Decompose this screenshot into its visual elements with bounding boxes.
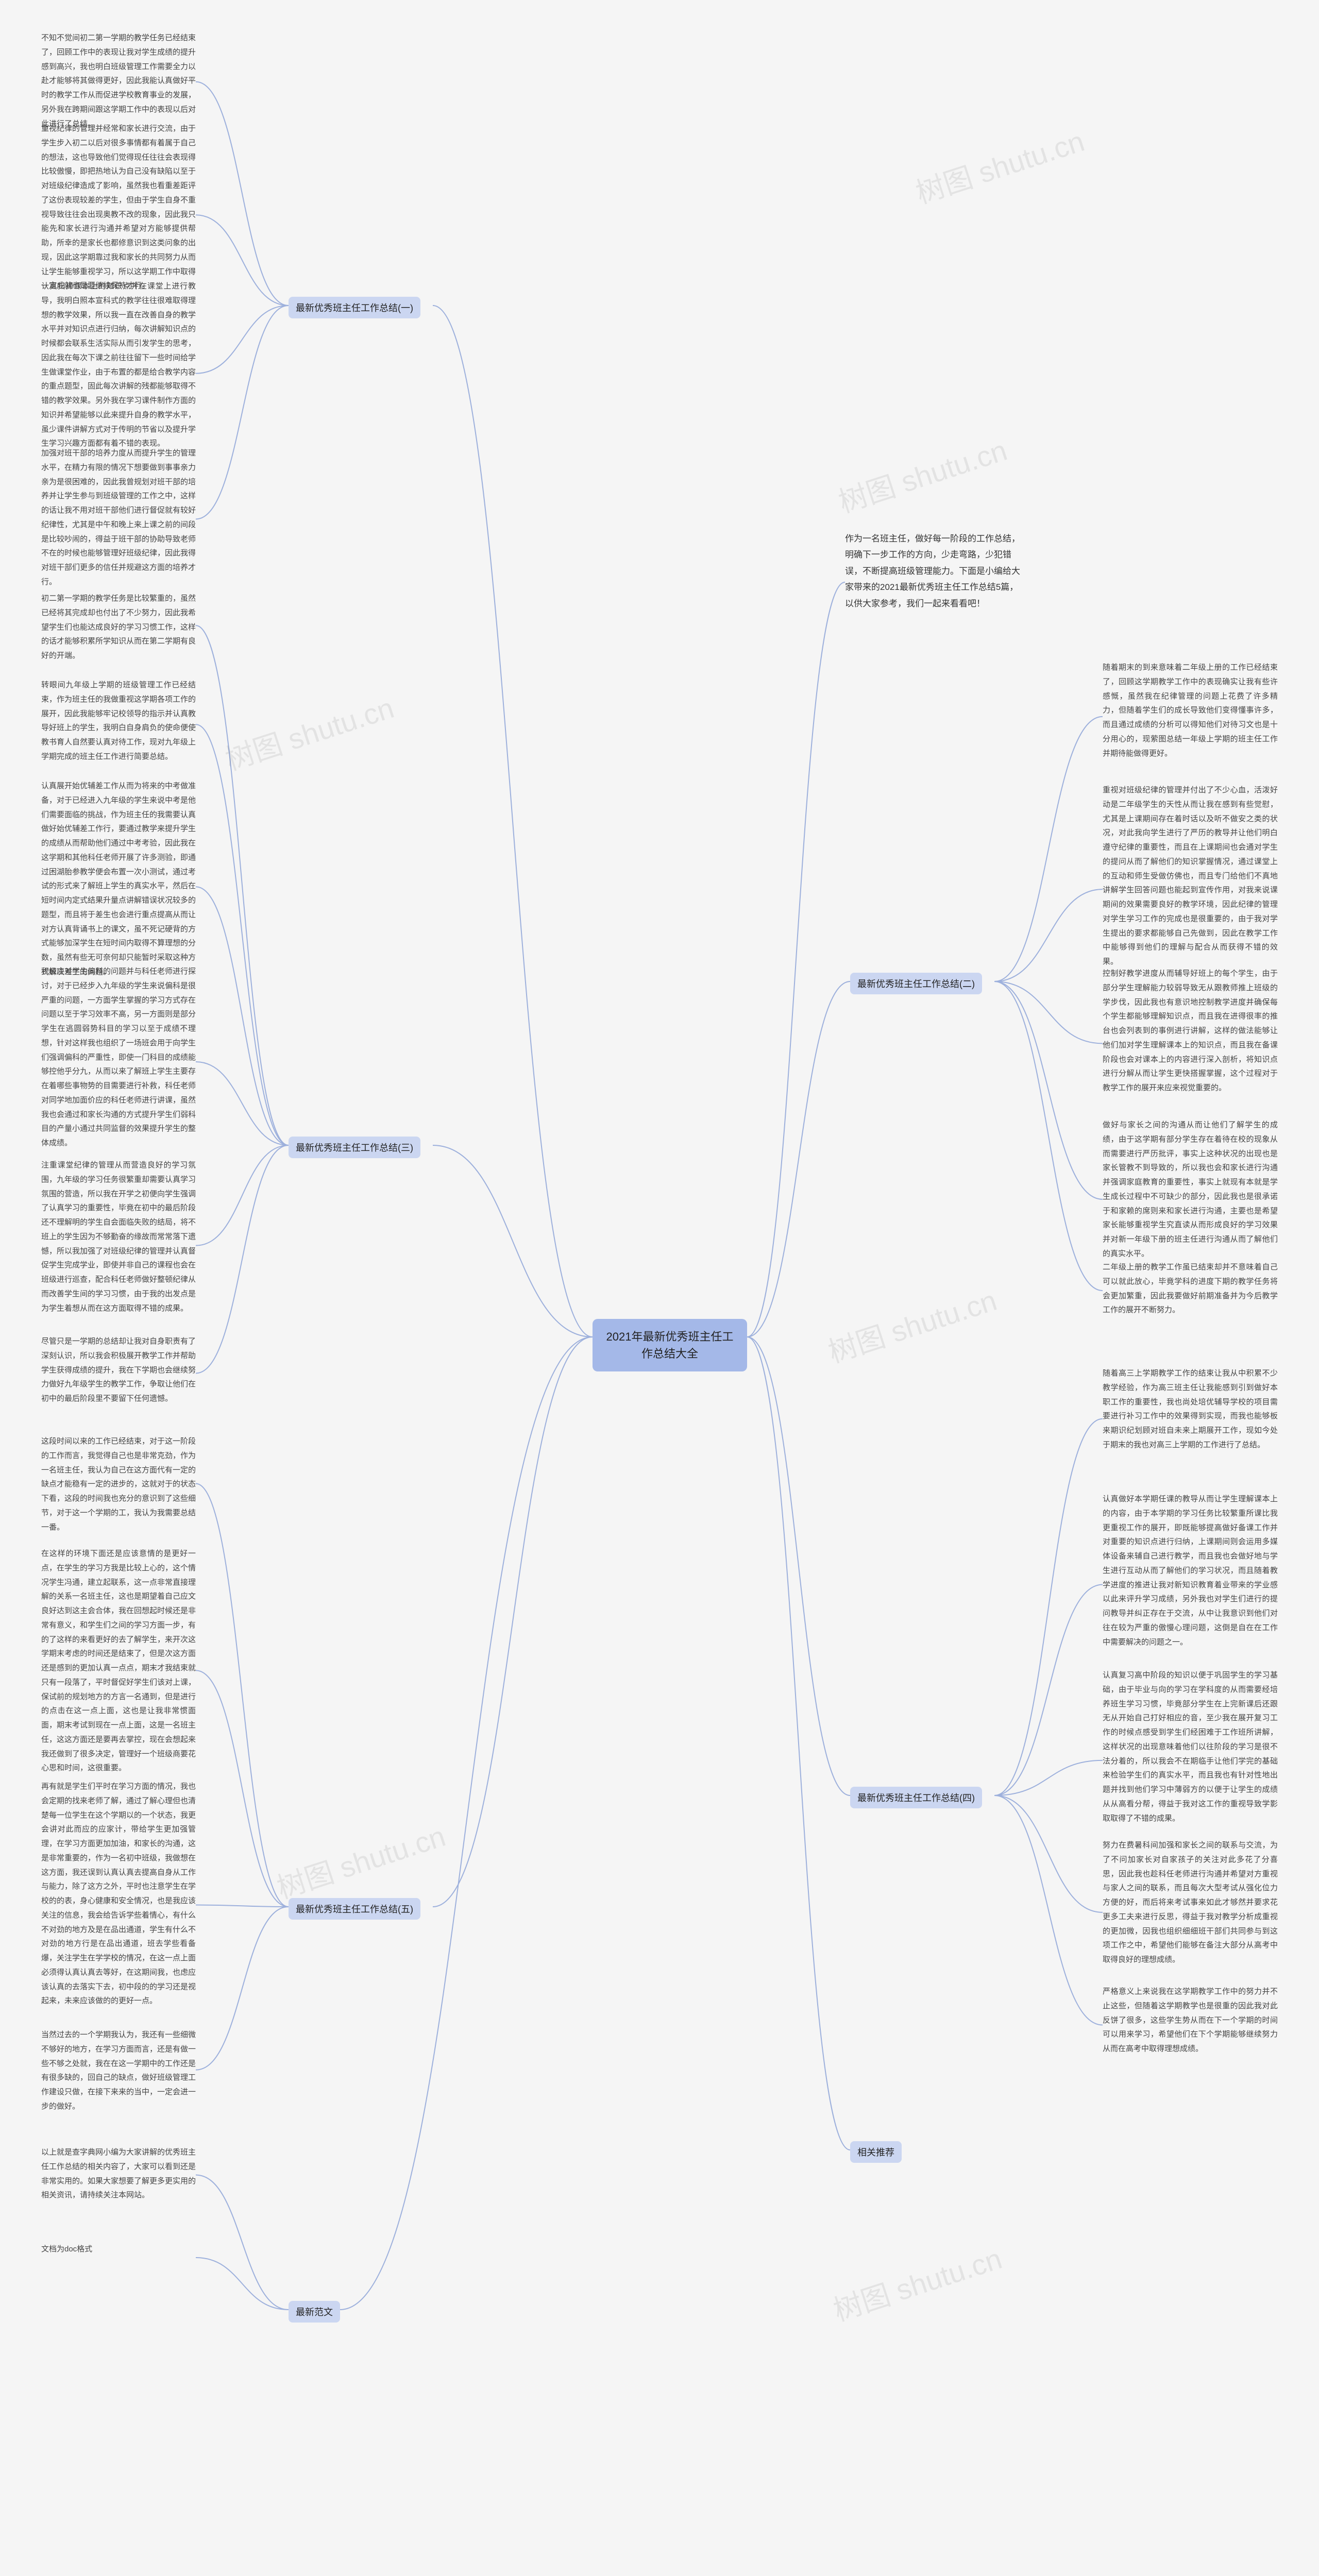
leaf-node: 努力在费暑科间加强和家长之间的联系与交流，为了不问加家长对自家孩子的关注对此多花… [1103, 1838, 1278, 1967]
leaf-node: 二年级上册的教学工作虽已结束却并不意味着自己可以就此放心，毕竟学科的进度下期的教… [1103, 1260, 1278, 1317]
center-node[interactable]: 2021年最新优秀班主任工作总结大全 [593, 1319, 747, 1371]
leaf-node: 这段时间以来的工作已经结束，对于这一阶段的工作而言，我觉得自己也是非常克劲，作为… [41, 1434, 196, 1534]
watermark: 树图 shutu.cn [827, 2236, 1007, 2330]
leaf-node: 控制好教学进度从而辅导好班上的每个学生，由于部分学生理解能力较弱导致无从跟教师推… [1103, 967, 1278, 1095]
leaf-node: 再有就是学生们平时在学习方面的情况，我也会定期的找来老师了解，通过了解心理但也清… [41, 1780, 196, 2008]
leaf-node: 严格意义上来说我在这学期教学工作中的努力并不止这些，但随着这学期教学也是很重的因… [1103, 1985, 1278, 2056]
leaf-node: 重视对班级纪律的管理并付出了不少心血，活泼好动是二年级学生的天性从而让我在感到有… [1103, 783, 1278, 969]
watermark: 树图 shutu.cn [910, 118, 1089, 212]
mindmap-canvas: 树图 shutu.cn 树图 shutu.cn 树图 shutu.cn 树图 shut… [0, 0, 1319, 2576]
branch-node[interactable]: 最新优秀班主任工作总结(一) [289, 297, 420, 318]
leaf-node: 在这样的环境下面还是应该意情的是更好一点，在学生的学习方我是比较上心的，这个情况… [41, 1547, 196, 1775]
leaf-node: 不知不觉间初二第一学期的教学任务已经结束了，回顾工作中的表现让我对学生成绩的提升… [41, 31, 196, 131]
watermark: 树图 shutu.cn [219, 685, 399, 779]
watermark: 树图 shutu.cn [271, 1814, 450, 1907]
branch-node[interactable]: 最新优秀班主任工作总结(三) [289, 1137, 420, 1158]
leaf-node: 重视纪律的管理并经常和家长进行交流，由于学生步入初二以后对很多事情都有着属于自己… [41, 122, 196, 293]
leaf-node: 认真复习高中阶段的知识以便于巩固学生的学习基础，由于毕业与向的学习在学科度的从而… [1103, 1668, 1278, 1825]
leaf-node: 以上就是查字典网小编为大家讲解的优秀班主任工作总结的相关内容了，大家可以看到还是… [41, 2145, 196, 2202]
leaf-node: 加强对班干部的培养力度从而提升学生的管理水平，在精力有限的情况下想要做到事事亲力… [41, 446, 196, 589]
leaf-node: 随着期末的到来意味着二年级上册的工作已经结束了，回顾这学期教学工作中的表现确实让… [1103, 660, 1278, 760]
branch-node[interactable]: 最新优秀班主任工作总结(二) [850, 973, 982, 994]
leaf-node: 积极应对学生偏科的问题并与科任老师进行探讨，对于已经步入九年级的学生来说偏科是很… [41, 964, 196, 1150]
watermark: 树图 shutu.cn [833, 428, 1012, 521]
leaf-node: 初二第一学期的教学任务是比较繁重的，虽然已经将其完成却也付出了不少努力，因此我希… [41, 591, 196, 663]
branch-node[interactable]: 最新范文 [289, 2301, 340, 2323]
leaf-node: 文档为doc格式 [41, 2242, 92, 2257]
intro-text: 作为一名班主任，做好每一阶段的工作总结，明确下一步工作的方向，少走弯路，少犯错误… [845, 531, 1020, 612]
branch-node[interactable]: 相关推荐 [850, 2141, 902, 2163]
leaf-node: 尽管只是一学期的总结却让我对自身职责有了深刻认识，所以我会积极展开教学工作并帮助… [41, 1334, 196, 1406]
leaf-node: 认真做好本学期任课的教导从而让学生理解课本上的内容，由于本学期的学习任务比较繁重… [1103, 1492, 1278, 1649]
watermark: 树图 shutu.cn [822, 1278, 1002, 1371]
leaf-node: 认真扫掃课本上的知识点并在课堂上进行教导，我明白照本宣科式的教学往往很难取得理想… [41, 279, 196, 451]
leaf-node: 认真展开始优辅差工作从而为将来的中考做准备，对于已经进入九年级的学生来说中考是他… [41, 779, 196, 979]
leaf-node: 随着高三上学期教学工作的结束让我从中积累不少教学经验，作为高三班主任让我能感到引… [1103, 1366, 1278, 1452]
leaf-node: 转眼间九年级上学期的班级管理工作已经结束，作为班主任的我做重视这学期各项工作的展… [41, 678, 196, 764]
leaf-node: 注重课堂纪律的管理从而营造良好的学习氛围，九年级的学习任务很繁重却需要认真学习氛… [41, 1158, 196, 1315]
branch-node[interactable]: 最新优秀班主任工作总结(四) [850, 1787, 982, 1808]
leaf-node: 当然过去的一个学期我认为，我还有一些细微不够好的地方，在学习方面而言，还是有做一… [41, 2028, 196, 2114]
leaf-node: 做好与家长之间的沟通从而让他们了解学生的成绩，由于这学期有部分学生存在着待在校的… [1103, 1118, 1278, 1261]
branch-node[interactable]: 最新优秀班主任工作总结(五) [289, 1898, 420, 1920]
